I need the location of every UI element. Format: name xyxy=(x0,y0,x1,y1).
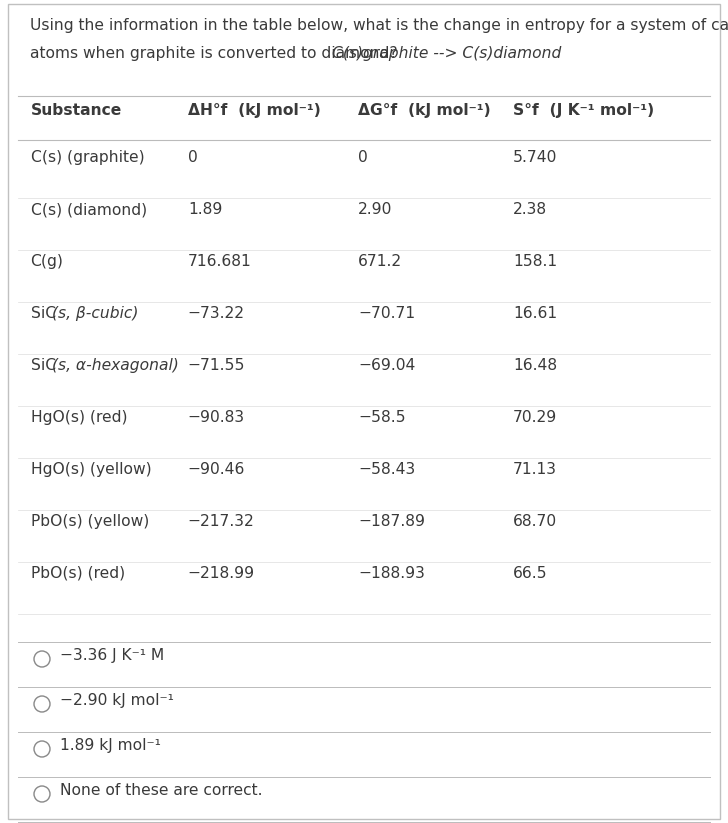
Text: −217.32: −217.32 xyxy=(188,514,255,529)
Text: 70.29: 70.29 xyxy=(513,410,558,425)
Text: None of these are correct.: None of these are correct. xyxy=(60,783,263,798)
Text: SiC: SiC xyxy=(31,306,56,321)
Text: (s, β-cubic): (s, β-cubic) xyxy=(52,306,138,321)
Text: C(s) (graphite): C(s) (graphite) xyxy=(31,150,144,165)
Text: −73.22: −73.22 xyxy=(188,306,245,321)
Circle shape xyxy=(34,741,50,757)
Text: 16.61: 16.61 xyxy=(513,306,558,321)
Text: ΔG°f  (kJ mol⁻¹): ΔG°f (kJ mol⁻¹) xyxy=(358,103,491,118)
Text: 716.681: 716.681 xyxy=(188,254,252,269)
Text: −218.99: −218.99 xyxy=(188,566,255,581)
Text: 1.89: 1.89 xyxy=(188,202,222,217)
Text: −2.90 kJ mol⁻¹: −2.90 kJ mol⁻¹ xyxy=(60,693,174,708)
Text: C(s)graphite --> C(s)diamond: C(s)graphite --> C(s)diamond xyxy=(332,46,561,61)
Text: SiC: SiC xyxy=(31,358,56,373)
Text: 671.2: 671.2 xyxy=(358,254,403,269)
Text: C(g): C(g) xyxy=(31,254,63,269)
Text: −69.04: −69.04 xyxy=(358,358,416,373)
Text: HgO(s) (red): HgO(s) (red) xyxy=(31,410,127,425)
Text: 66.5: 66.5 xyxy=(513,566,548,581)
Text: 0: 0 xyxy=(188,150,197,165)
Text: atoms when graphite is converted to diamond?: atoms when graphite is converted to diam… xyxy=(30,46,408,61)
Text: −187.89: −187.89 xyxy=(358,514,425,529)
Text: 2.38: 2.38 xyxy=(513,202,547,217)
Text: 68.70: 68.70 xyxy=(513,514,558,529)
Text: −3.36 J K⁻¹ M: −3.36 J K⁻¹ M xyxy=(60,648,165,663)
Text: −70.71: −70.71 xyxy=(358,306,415,321)
Text: Substance: Substance xyxy=(31,103,122,118)
Text: 1.89 kJ mol⁻¹: 1.89 kJ mol⁻¹ xyxy=(60,738,161,753)
Text: ΔH°f  (kJ mol⁻¹): ΔH°f (kJ mol⁻¹) xyxy=(188,103,321,118)
Text: S°f  (J K⁻¹ mol⁻¹): S°f (J K⁻¹ mol⁻¹) xyxy=(513,103,654,118)
Circle shape xyxy=(34,786,50,802)
Text: −188.93: −188.93 xyxy=(358,566,425,581)
Text: 158.1: 158.1 xyxy=(513,254,558,269)
Text: −90.83: −90.83 xyxy=(188,410,245,425)
Text: 16.48: 16.48 xyxy=(513,358,558,373)
Text: PbO(s) (yellow): PbO(s) (yellow) xyxy=(31,514,149,529)
Text: HgO(s) (yellow): HgO(s) (yellow) xyxy=(31,462,151,477)
Text: (s, α-hexagonal): (s, α-hexagonal) xyxy=(52,358,178,373)
Text: −58.43: −58.43 xyxy=(358,462,416,477)
Text: −58.5: −58.5 xyxy=(358,410,405,425)
Text: Using the information in the table below, what is the change in entropy for a sy: Using the information in the table below… xyxy=(30,18,728,33)
Text: −71.55: −71.55 xyxy=(188,358,245,373)
Text: 0: 0 xyxy=(358,150,368,165)
Text: −90.46: −90.46 xyxy=(188,462,245,477)
Text: C(s) (diamond): C(s) (diamond) xyxy=(31,202,147,217)
Text: 5.740: 5.740 xyxy=(513,150,558,165)
Circle shape xyxy=(34,696,50,712)
Text: 71.13: 71.13 xyxy=(513,462,557,477)
Text: PbO(s) (red): PbO(s) (red) xyxy=(31,566,124,581)
Text: 2.90: 2.90 xyxy=(358,202,392,217)
Circle shape xyxy=(34,651,50,667)
